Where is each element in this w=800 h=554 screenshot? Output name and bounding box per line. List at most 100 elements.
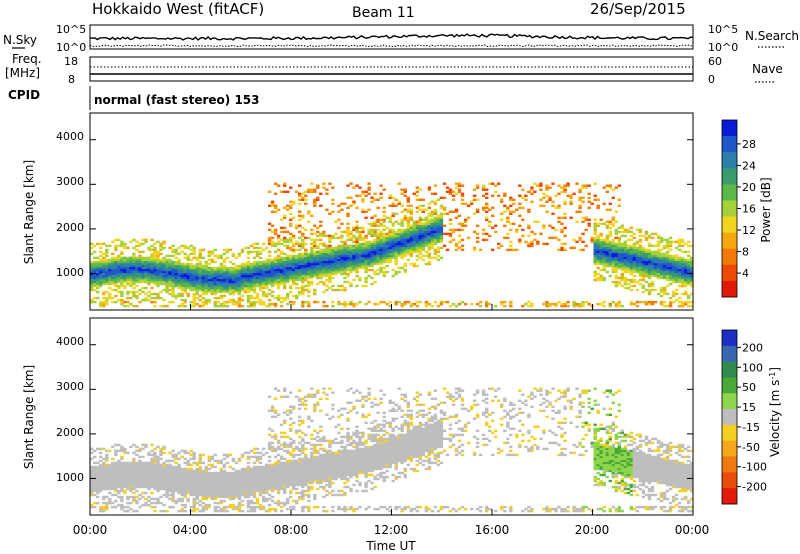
power-cell: [129, 296, 133, 300]
power-cell: [310, 272, 314, 276]
power-cell: [304, 256, 308, 260]
power-cell: [653, 270, 658, 274]
power-cell: [192, 296, 196, 300]
power-cell: [310, 248, 314, 252]
velocity-cell: [111, 461, 115, 465]
power-cell: [373, 242, 377, 246]
velocity-cell: [144, 485, 148, 489]
power-cell: [433, 300, 438, 304]
power-cell: [313, 190, 317, 193]
power-cell: [647, 268, 652, 272]
velocity-cell: [156, 461, 160, 465]
power-cell: [373, 260, 377, 264]
power-cell: [527, 304, 531, 308]
velocity-cell: [246, 509, 251, 513]
power-cell: [237, 264, 242, 268]
velocity-cell: [234, 475, 239, 479]
velocity-cell: [153, 481, 157, 485]
power-cell: [424, 302, 429, 306]
velocity-cell: [153, 455, 157, 459]
power-cell: [307, 274, 311, 278]
power-cell: [650, 250, 655, 254]
power-cell: [328, 240, 332, 244]
power-cell: [466, 216, 471, 219]
velocity-cell: [129, 467, 133, 471]
power-cell: [286, 258, 290, 262]
power-cell: [189, 300, 193, 304]
power-cell: [370, 216, 374, 219]
velocity-cell: [123, 475, 127, 479]
power-cell: [433, 234, 438, 238]
velocity-cell: [207, 481, 211, 485]
power-cell: [439, 302, 444, 306]
power-cell: [108, 244, 112, 248]
power-cell: [677, 278, 682, 282]
velocity-cell: [99, 477, 103, 481]
velocity-cell: [180, 467, 184, 471]
power-cell: [343, 280, 347, 284]
power-cell: [566, 300, 570, 304]
power-cell: [123, 304, 127, 308]
power-cell: [355, 274, 359, 278]
power-cell: [153, 246, 157, 250]
power-cell: [376, 250, 380, 254]
power-cell: [231, 262, 236, 266]
velocity-cell: [174, 471, 178, 475]
velocity-cell: [111, 457, 115, 461]
power-cell: [690, 260, 694, 264]
power-cell: [93, 250, 97, 254]
power-cell: [608, 252, 612, 256]
velocity-cell: [192, 489, 196, 493]
power-cell: [99, 300, 103, 304]
power-cell: [433, 238, 438, 242]
power-cell: [213, 292, 217, 296]
power-cell: [150, 280, 154, 284]
power-cell: [605, 254, 609, 258]
power-cell: [252, 284, 257, 288]
velocity-cell: [180, 509, 184, 513]
power-cell: [668, 264, 673, 268]
power-cell: [617, 204, 621, 207]
power-cell: [313, 258, 317, 262]
power-cell: [313, 224, 317, 227]
velocity-cell: [138, 459, 142, 463]
velocity-cell: [252, 471, 257, 475]
velocity-cell: [105, 453, 109, 457]
power-cell: [415, 264, 419, 268]
power-cell: [195, 270, 199, 274]
power-cell: [162, 246, 166, 250]
power-cell: [129, 278, 133, 282]
power-cell: [421, 198, 425, 201]
power-cell: [602, 240, 606, 244]
velocity-cell: [189, 479, 193, 483]
power-cell: [150, 252, 154, 256]
velocity-cell: [153, 461, 157, 465]
power-cell: [279, 262, 284, 266]
velocity-cell: [141, 455, 145, 459]
power-cell: [207, 284, 211, 288]
power-cell: [653, 258, 658, 262]
power-cell: [596, 258, 600, 262]
power-cell: [289, 286, 293, 290]
power-cell: [102, 264, 106, 268]
power-cell: [286, 276, 290, 280]
power-cell: [90, 266, 94, 270]
power-cell: [569, 202, 573, 205]
power-cell: [228, 290, 233, 294]
power-cell: [560, 230, 564, 234]
power-cell: [611, 252, 615, 256]
velocity-cell: [219, 459, 223, 463]
power-cell: [509, 204, 513, 207]
velocity-cell: [141, 467, 145, 471]
power-cell: [475, 232, 480, 236]
power-cell: [602, 268, 606, 272]
power-cell: [213, 268, 217, 272]
power-cell: [364, 244, 368, 248]
power-cell: [111, 240, 115, 244]
power-cell: [397, 252, 401, 256]
velocity-cell: [165, 493, 169, 497]
power-cell: [587, 200, 591, 203]
power-cell: [364, 236, 368, 240]
power-cell: [177, 276, 181, 280]
velocity-cell: [201, 505, 205, 509]
